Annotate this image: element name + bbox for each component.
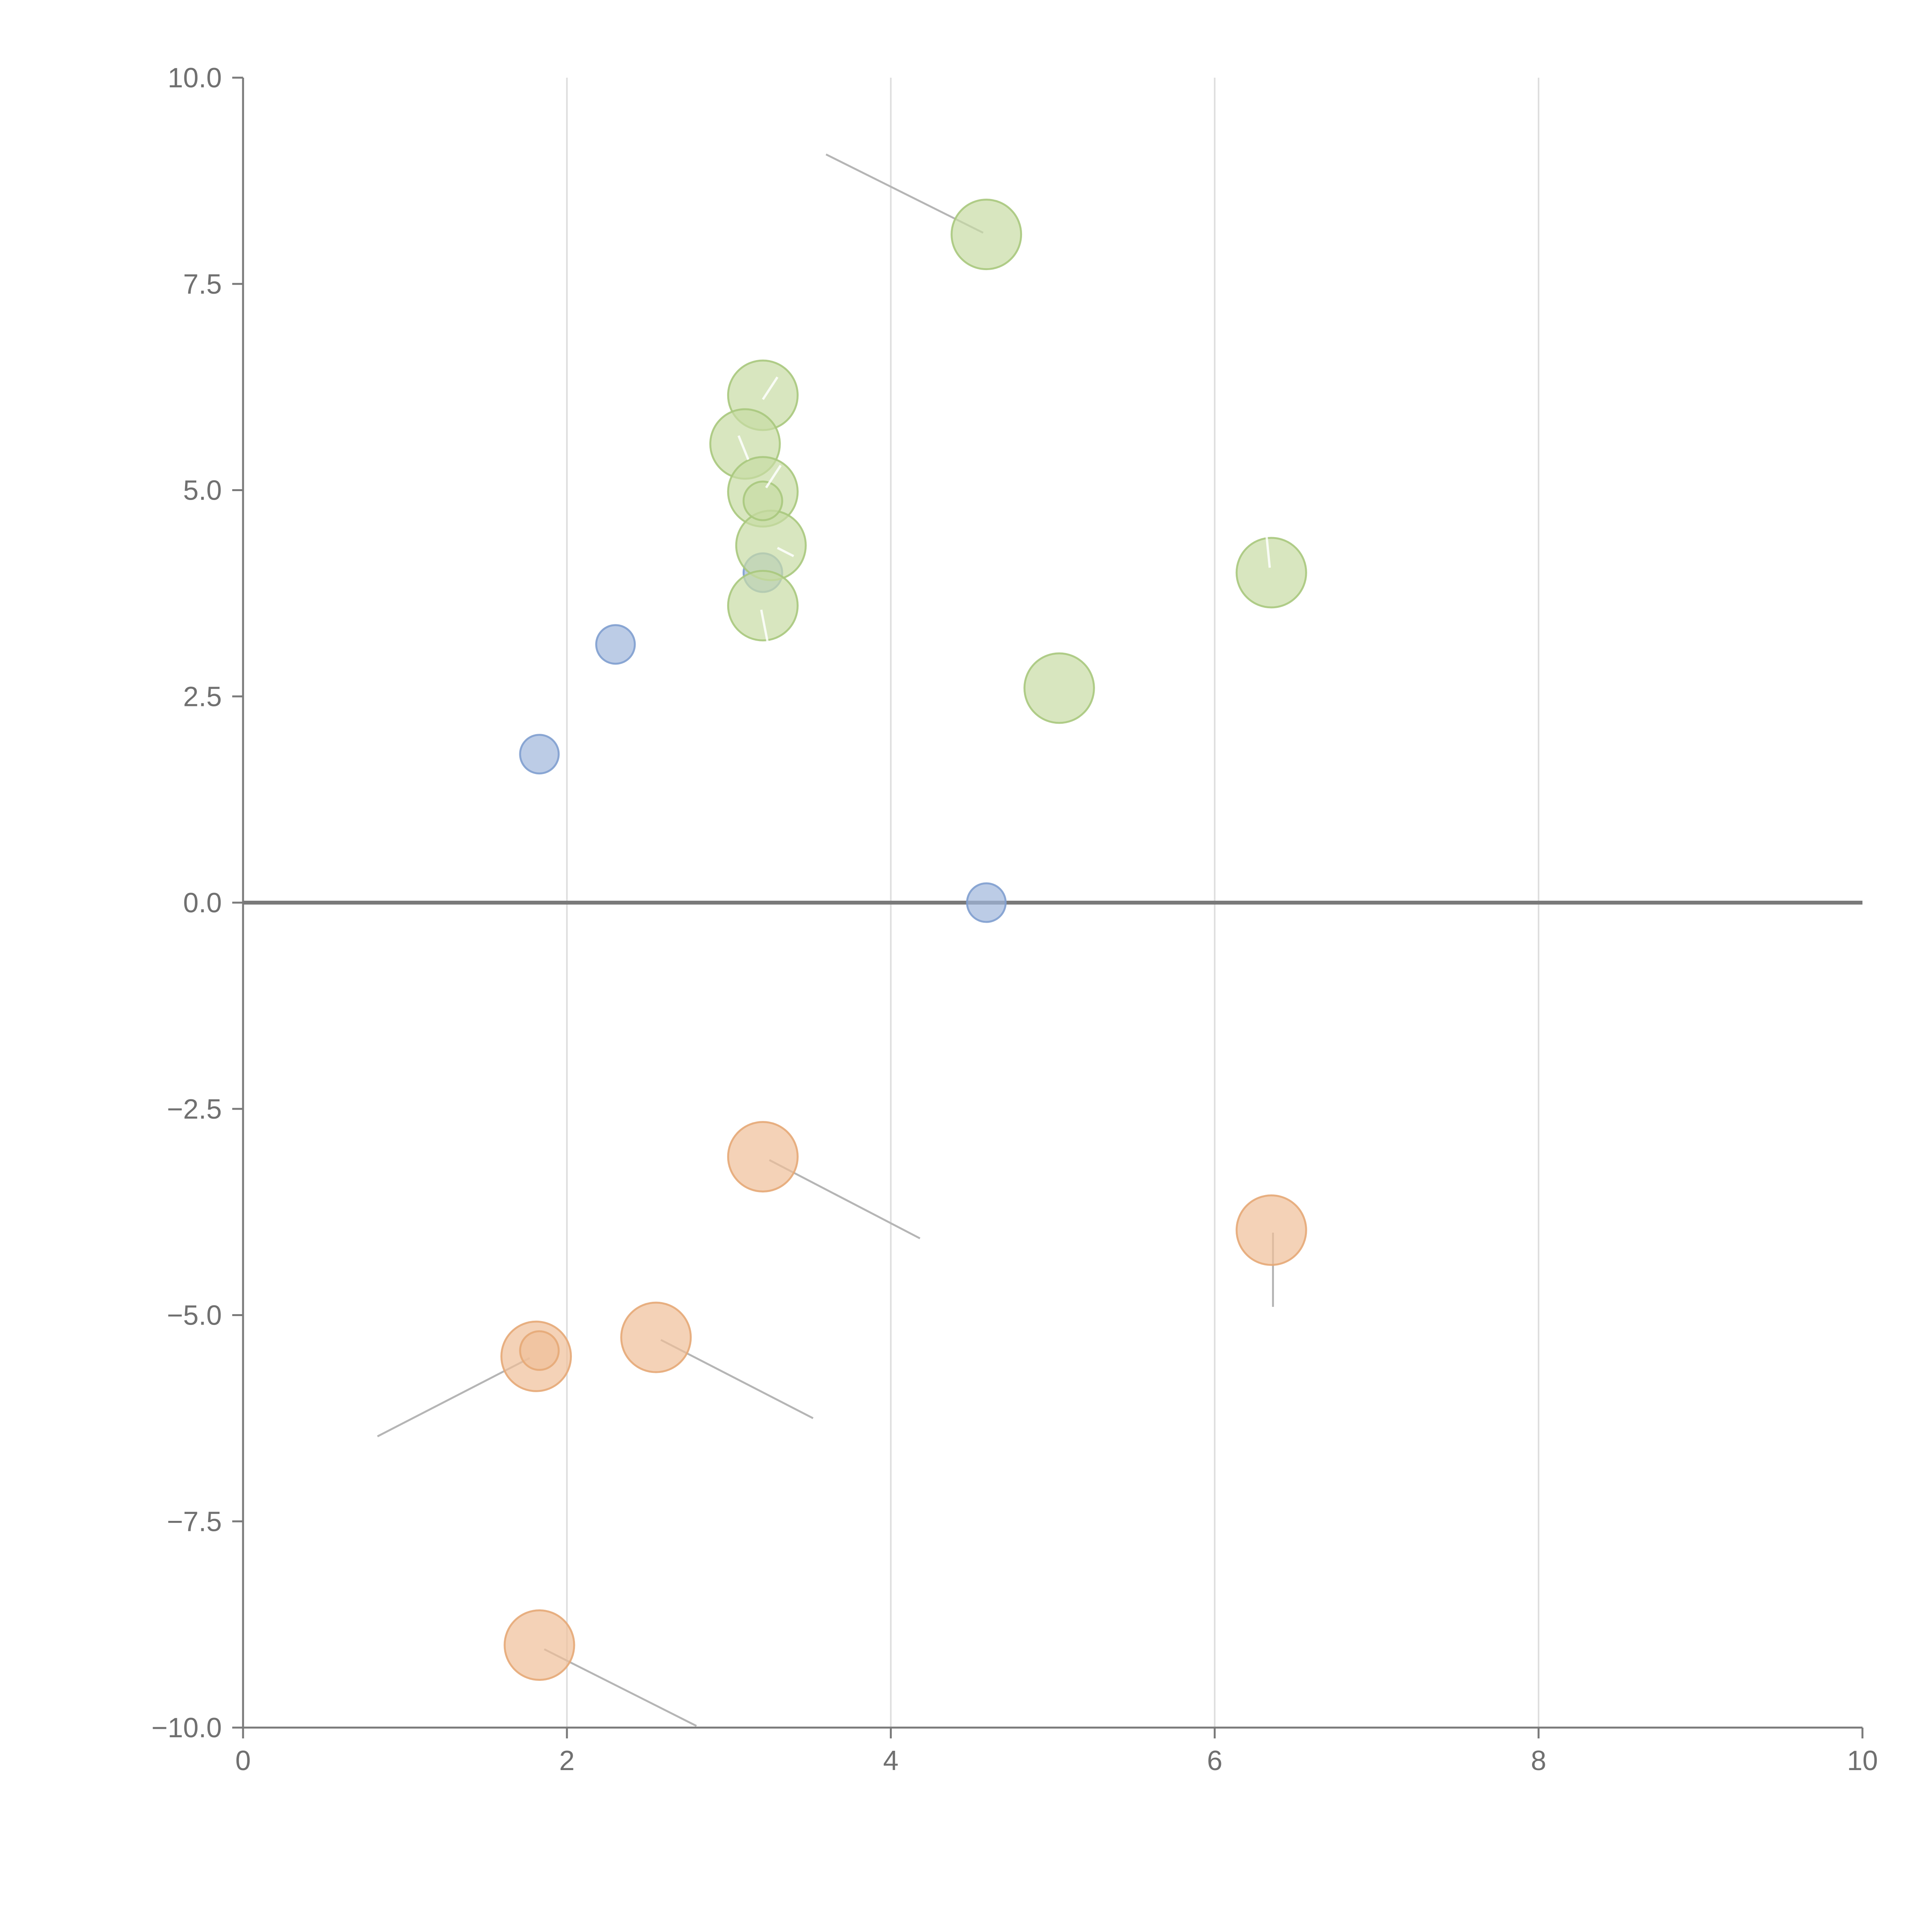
data-point [966, 882, 1007, 923]
data-point [1235, 1194, 1307, 1266]
x-tick-labels: 0 2 4 6 8 10 [235, 1745, 1878, 1776]
white-mark [777, 547, 794, 557]
y-tick-labels: 10.0 7.5 5.0 2.5 0.0 −2.5 −5.0 −7.5 −10.0 [151, 63, 222, 1743]
leader-lines [377, 153, 1274, 1727]
x-tick-label: 2 [559, 1745, 575, 1776]
white-marks [737, 376, 1271, 643]
x-tick-label: 8 [1531, 1745, 1546, 1776]
x-tick-label: 0 [235, 1745, 251, 1776]
data-point [735, 510, 807, 582]
data-point [727, 570, 799, 641]
data-point [503, 1609, 575, 1681]
white-mark [1265, 535, 1271, 568]
data-point [519, 734, 560, 775]
y-tick-label: −10.0 [151, 1713, 222, 1743]
data-point [1023, 652, 1095, 724]
white-mark [760, 609, 769, 643]
y-tick-label: 7.5 [183, 269, 222, 300]
data-point [742, 480, 783, 521]
data-point [620, 1301, 692, 1373]
x-tick-label: 4 [883, 1745, 898, 1776]
y-tick-label: −7.5 [167, 1506, 222, 1537]
y-tick-label: −2.5 [167, 1094, 222, 1125]
data-point [951, 199, 1022, 270]
y-tick-label: −5.0 [167, 1300, 222, 1331]
white-mark [737, 435, 750, 460]
x-tick-label: 6 [1207, 1745, 1223, 1776]
white-mark [762, 376, 779, 400]
data-point [519, 1330, 560, 1371]
data-point [727, 1121, 799, 1193]
data-point [595, 624, 636, 665]
y-tick-label: 2.5 [183, 681, 222, 712]
y-tick-label: 0.0 [183, 888, 222, 918]
data-point [1235, 537, 1307, 609]
x-tick-label: 10 [1847, 1745, 1878, 1776]
white-mark [765, 464, 782, 488]
y-tick-label: 10.0 [168, 63, 222, 94]
data-points [500, 199, 1307, 1681]
y-tick-label: 5.0 [183, 475, 222, 506]
axes [232, 77, 1864, 1738]
